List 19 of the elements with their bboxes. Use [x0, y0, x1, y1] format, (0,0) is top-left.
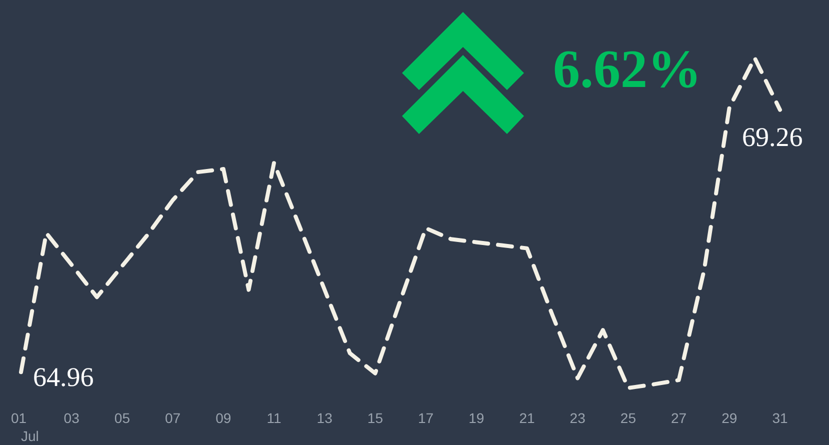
data-label: 69.26: [742, 122, 803, 152]
x-tick-label: 03: [64, 410, 80, 426]
x-tick-label: 11: [266, 410, 282, 426]
x-tick-label: 23: [570, 410, 586, 426]
x-tick-label: 13: [316, 410, 333, 426]
x-tick-label: 15: [367, 410, 384, 426]
x-tick-label: 31: [772, 410, 788, 426]
data-label: 64.96: [33, 362, 94, 392]
annotation: 6.62%: [553, 39, 702, 99]
x-tick-label: 05: [114, 410, 130, 426]
x-tick-label: 19: [468, 410, 484, 426]
x-tick-label: 29: [722, 410, 738, 426]
x-tick-label: 25: [620, 410, 636, 426]
x-tick-label: 09: [216, 410, 232, 426]
x-tick-label: 01 Jul: [11, 410, 39, 444]
x-tick-label: 17: [418, 410, 434, 426]
x-tick-label: 27: [671, 410, 687, 426]
x-tick-label: 21: [519, 410, 535, 426]
x-tick-label: 07: [165, 410, 181, 426]
